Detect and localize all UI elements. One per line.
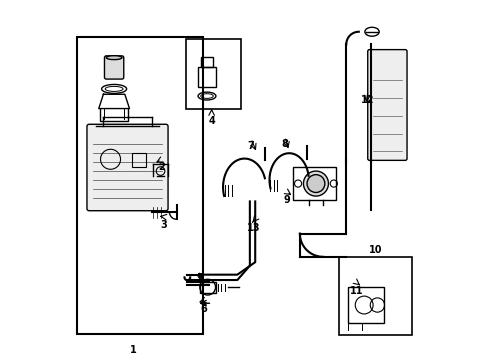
Circle shape — [303, 171, 328, 196]
Text: 6: 6 — [200, 303, 206, 314]
Text: 7: 7 — [247, 141, 254, 151]
Bar — [77, 37, 203, 334]
Bar — [198, 67, 216, 87]
Text: 12: 12 — [360, 95, 374, 105]
FancyBboxPatch shape — [87, 124, 168, 211]
Text: 2: 2 — [158, 162, 164, 172]
FancyBboxPatch shape — [104, 56, 123, 79]
Text: 13: 13 — [247, 223, 261, 233]
Text: 11: 11 — [349, 286, 363, 296]
Text: 10: 10 — [368, 245, 382, 255]
FancyBboxPatch shape — [367, 50, 406, 160]
Text: 9: 9 — [283, 195, 289, 204]
Bar — [292, 167, 335, 200]
Circle shape — [306, 175, 324, 193]
Text: 4: 4 — [208, 116, 215, 126]
Text: 3: 3 — [161, 220, 167, 230]
Bar — [339, 257, 411, 336]
Bar — [132, 153, 146, 167]
Bar — [185, 39, 241, 109]
Bar — [347, 287, 383, 323]
Ellipse shape — [106, 56, 122, 60]
Text: 1: 1 — [129, 345, 136, 355]
Text: 5: 5 — [195, 273, 202, 283]
Bar — [200, 58, 213, 67]
Bar — [200, 282, 216, 293]
Text: 8: 8 — [281, 139, 288, 149]
